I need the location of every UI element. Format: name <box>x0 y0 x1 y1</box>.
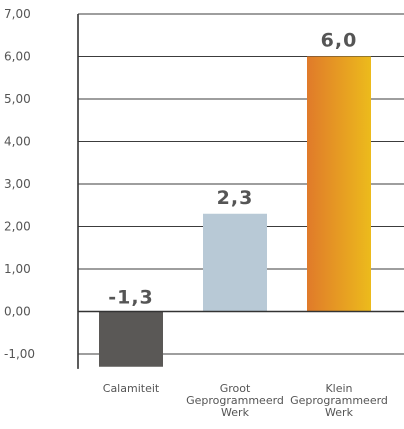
y-tick-label: 0,00 <box>4 305 31 319</box>
y-tick-label: 2,00 <box>4 220 31 234</box>
data-label: 6,0 <box>321 30 358 52</box>
y-tick-label: 3,00 <box>4 177 31 191</box>
bar <box>99 311 163 367</box>
y-tick-label: 5,00 <box>4 92 31 106</box>
y-tick-label: 7,00 <box>4 7 31 21</box>
y-tick-label: -1,00 <box>4 347 35 361</box>
category-label: Werk <box>325 406 354 419</box>
y-tick-label: 6,00 <box>4 50 31 64</box>
category-label: Groot <box>220 382 251 395</box>
y-tick-label: 1,00 <box>4 262 31 276</box>
data-label: -1,3 <box>108 287 154 309</box>
category-label: Geprogrammeerd <box>290 394 388 407</box>
bar <box>307 56 371 312</box>
category-label: Calamiteit <box>103 382 160 395</box>
y-tick-labels: -1,00 0,00 1,00 2,00 3,00 4,00 5,00 6,00 7,00 <box>4 7 35 361</box>
axes <box>77 14 404 369</box>
category-label: Klein <box>325 382 352 395</box>
data-label: 2,3 <box>217 187 254 209</box>
x-category-labels: Calamiteit GrootGeprogrammeerdWerkKleinGe… <box>103 382 388 419</box>
data-labels: -1,3 2,3 6,0 <box>108 30 358 309</box>
y-tick-label: 4,00 <box>4 135 31 149</box>
category-label: Geprogrammeerd <box>186 394 284 407</box>
category-label: Werk <box>221 406 250 419</box>
bars <box>99 56 371 367</box>
bar <box>203 213 267 312</box>
